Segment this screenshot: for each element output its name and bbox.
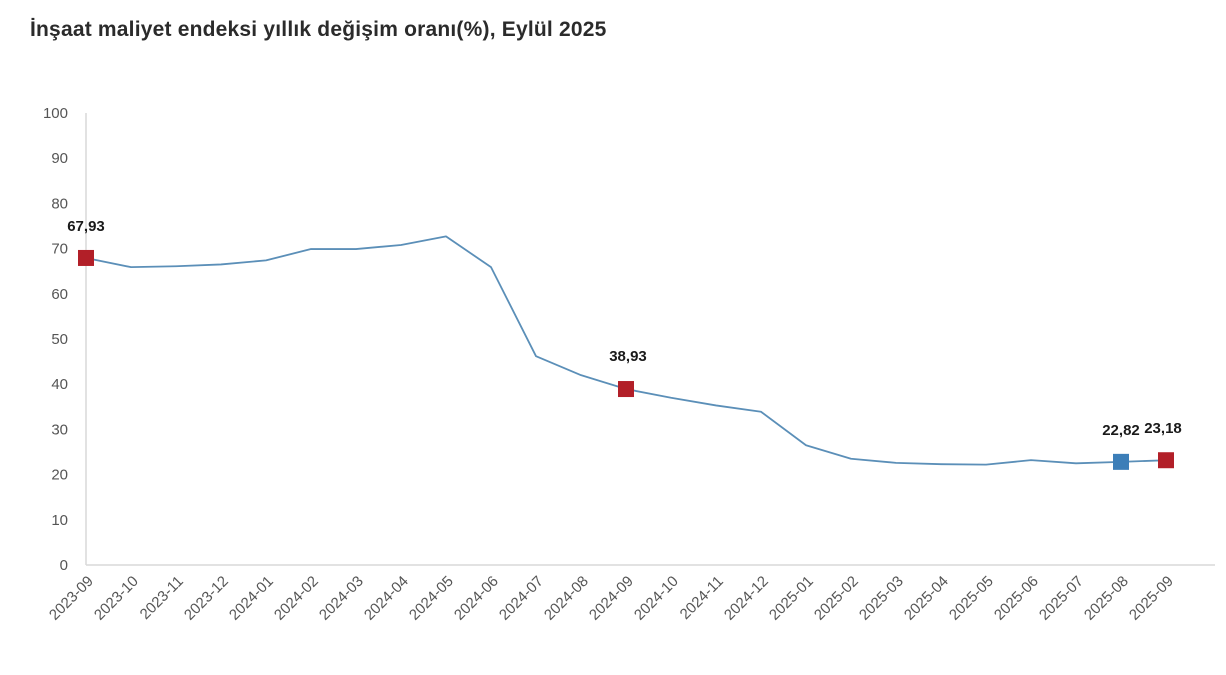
data-marker <box>1113 453 1129 470</box>
x-tick-label: 2025-02 <box>811 573 862 624</box>
y-tick-label: 90 <box>51 150 68 167</box>
x-tick-label: 2025-09 <box>1126 573 1177 624</box>
point-annotation: 38,93 <box>609 348 647 365</box>
y-tick-label: 80 <box>51 195 68 212</box>
x-tick-label: 2025-05 <box>946 573 997 624</box>
y-tick-label: 10 <box>51 512 68 529</box>
x-tick-label: 2025-06 <box>991 573 1042 624</box>
y-tick-label: 70 <box>51 241 68 258</box>
x-tick-label: 2025-04 <box>901 573 952 624</box>
x-tick-label: 2025-08 <box>1081 573 1132 624</box>
data-marker <box>618 381 634 398</box>
point-annotation: 67,93 <box>67 218 105 235</box>
y-tick-label: 0 <box>60 557 68 574</box>
x-tick-label: 2025-01 <box>766 573 817 624</box>
point-annotation: 22,82 <box>1102 422 1140 439</box>
x-tick-label: 2025-07 <box>1036 573 1087 624</box>
x-tick-label: 2025-03 <box>856 573 907 624</box>
data-marker <box>78 249 94 266</box>
x-tick-label: 2024-04 <box>361 573 412 624</box>
data-marker <box>1158 452 1174 469</box>
y-tick-label: 100 <box>43 105 68 122</box>
y-tick-label: 60 <box>51 286 68 303</box>
x-tick-label: 2024-05 <box>406 573 457 624</box>
x-tick-label: 2024-08 <box>541 573 592 624</box>
y-tick-label: 40 <box>51 376 68 393</box>
x-tick-label: 2024-07 <box>496 573 547 624</box>
x-tick-label: 2024-10 <box>631 573 682 624</box>
x-tick-label: 2024-01 <box>226 573 277 624</box>
x-tick-label: 2024-02 <box>271 573 322 624</box>
point-annotation: 23,18 <box>1144 420 1182 437</box>
x-tick-label: 2023-11 <box>137 573 187 623</box>
x-tick-label: 2024-06 <box>451 573 502 624</box>
x-tick-label: 2024-09 <box>586 573 637 624</box>
x-tick-label: 2023-12 <box>181 573 232 624</box>
x-tick-label: 2023-09 <box>46 573 97 624</box>
x-tick-label: 2024-03 <box>316 573 367 624</box>
x-tick-label: 2024-12 <box>721 573 772 624</box>
chart-title: İnşaat maliyet endeksi yıllık değişim or… <box>30 18 607 41</box>
y-tick-label: 50 <box>51 331 68 348</box>
y-tick-label: 20 <box>51 467 68 484</box>
x-tick-label: 2024-11 <box>677 573 727 623</box>
x-tick-label: 2023-10 <box>91 573 142 624</box>
y-tick-label: 30 <box>51 421 68 438</box>
